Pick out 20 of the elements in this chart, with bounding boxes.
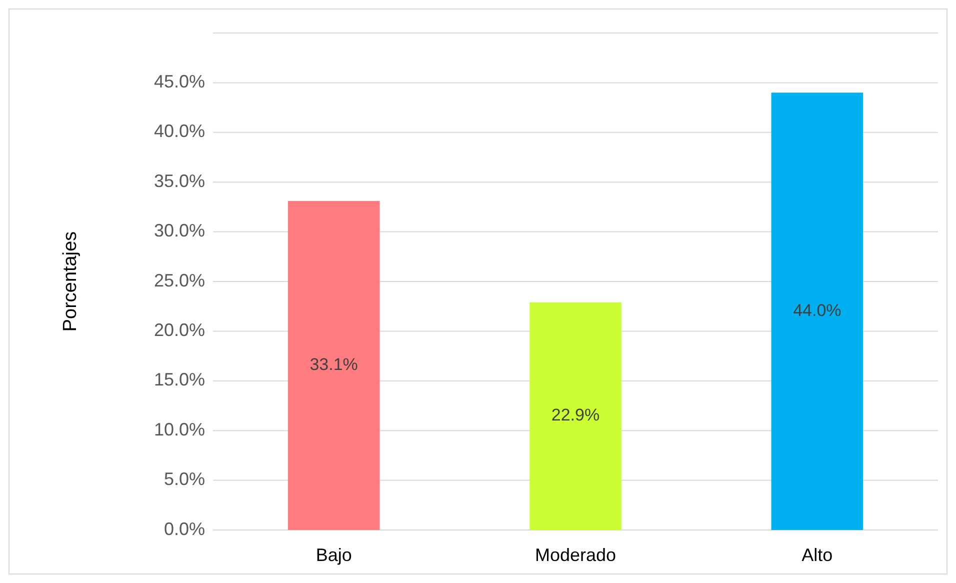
- bar: [771, 92, 864, 530]
- bar: [530, 302, 622, 530]
- y-tick-label: 15.0%: [154, 370, 205, 390]
- x-tick-label: Alto: [802, 545, 833, 565]
- y-tick-label: 30.0%: [154, 220, 205, 241]
- y-tick-label: 0.0%: [164, 518, 205, 539]
- y-tick-label: 5.0%: [164, 469, 205, 490]
- data-label: 44.0%: [793, 300, 842, 320]
- y-axis-title: Porcentajes: [60, 231, 81, 332]
- y-tick-label: 25.0%: [154, 270, 205, 290]
- y-tick-label: 20.0%: [154, 320, 205, 340]
- x-tick-label: Moderado: [534, 545, 616, 565]
- data-label: 33.1%: [310, 354, 358, 374]
- data-label: 22.9%: [551, 406, 600, 425]
- y-tick-label: 35.0%: [154, 170, 205, 191]
- x-tick-label: Bajo: [316, 545, 352, 565]
- bar: [288, 200, 380, 530]
- y-tick-label: 10.0%: [154, 419, 205, 440]
- y-tick-label: 40.0%: [154, 121, 205, 142]
- y-tick-label: 45.0%: [154, 71, 205, 92]
